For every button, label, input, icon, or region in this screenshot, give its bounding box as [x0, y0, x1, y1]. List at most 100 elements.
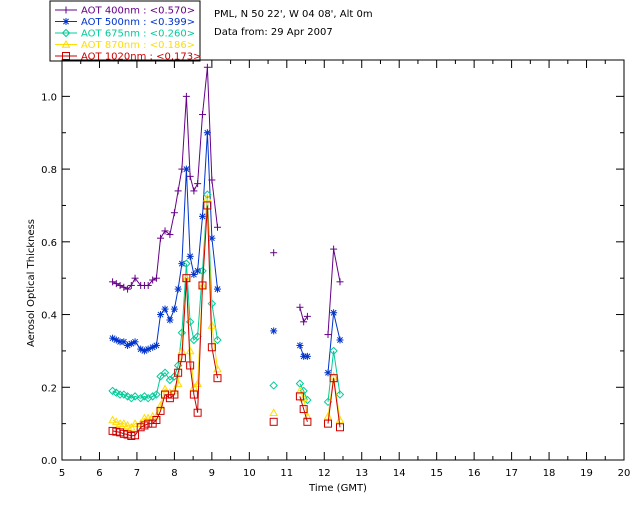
x-tick-label: 12 — [318, 468, 331, 479]
series-5 — [108, 201, 345, 440]
data-point — [182, 259, 191, 268]
data-point — [213, 285, 221, 293]
marker-stroke — [325, 369, 331, 376]
data-point — [161, 305, 169, 313]
marker-stroke — [166, 317, 173, 323]
x-tick-label: 16 — [468, 468, 481, 479]
marker-shape — [177, 354, 186, 363]
series-line — [112, 67, 218, 290]
marker-shape — [144, 419, 153, 428]
marker-shape — [177, 328, 187, 337]
data-point — [182, 92, 190, 100]
marker-shape — [182, 259, 191, 268]
marker-shape — [152, 416, 161, 424]
marker-stroke — [63, 18, 69, 25]
data-point — [178, 260, 186, 268]
marker-shape — [189, 390, 198, 399]
data-point — [157, 234, 165, 242]
data-point — [193, 379, 202, 387]
marker-shape — [140, 392, 149, 401]
marker-shape — [123, 420, 132, 429]
data-point — [124, 285, 132, 293]
data-point — [199, 111, 206, 119]
data-point — [207, 299, 217, 308]
data-point — [303, 417, 312, 426]
data-point — [109, 278, 117, 286]
legend-entry: AOT 870nm : <0.186> — [81, 40, 195, 51]
data-point — [303, 395, 312, 405]
data-point — [112, 280, 120, 288]
data-point — [170, 372, 179, 381]
x-tick-label: 6 — [96, 468, 102, 479]
data-point — [174, 285, 182, 293]
marker-shape — [335, 415, 345, 424]
marker-stroke — [208, 235, 215, 242]
series-line — [112, 132, 218, 352]
data-point — [270, 327, 278, 335]
marker-stroke — [120, 338, 127, 345]
data-point — [170, 305, 178, 313]
marker-stroke — [178, 260, 185, 267]
marker-stroke — [153, 342, 160, 349]
data-point — [127, 281, 135, 289]
data-point — [198, 281, 207, 290]
marker-shape — [182, 274, 191, 283]
data-point — [296, 341, 304, 349]
marker-shape — [299, 405, 308, 414]
marker-shape — [336, 423, 345, 432]
series-4 — [108, 193, 345, 431]
data-point — [177, 328, 187, 337]
series-line — [327, 376, 341, 421]
marker-shape — [323, 411, 333, 420]
data-point — [62, 18, 70, 25]
data-point — [61, 28, 71, 38]
marker-shape — [174, 368, 183, 377]
marker-shape — [193, 379, 202, 387]
data-point — [166, 316, 174, 324]
marker-stroke — [304, 353, 311, 360]
marker-stroke — [132, 338, 139, 345]
data-point — [148, 392, 157, 401]
data-point — [177, 354, 186, 363]
marker-shape — [207, 320, 217, 329]
marker-shape — [329, 346, 338, 356]
marker-shape — [165, 375, 175, 385]
data-point — [131, 338, 139, 346]
marker-shape — [130, 392, 140, 401]
marker-shape — [269, 408, 279, 417]
marker-shape — [152, 390, 161, 399]
x-tick-label: 10 — [243, 468, 256, 479]
data-point — [152, 416, 161, 424]
x-axis-label: Time (GMT) — [308, 483, 367, 494]
data-point — [152, 341, 160, 349]
y-tick-label: 1.0 — [41, 92, 57, 103]
data-point — [189, 390, 198, 399]
marker-stroke — [175, 286, 182, 293]
series-line — [327, 350, 341, 402]
data-point — [186, 361, 195, 370]
marker-shape — [160, 368, 170, 377]
marker-stroke — [157, 311, 164, 318]
marker-shape — [207, 343, 216, 352]
x-tick-label: 5 — [59, 468, 65, 479]
marker-stroke — [194, 267, 201, 274]
legend-entry: AOT 400nm : <0.570> — [81, 6, 195, 17]
data-point — [199, 212, 206, 220]
data-point — [213, 374, 222, 383]
marker-shape — [295, 392, 304, 401]
data-point — [336, 278, 344, 286]
marker-shape — [156, 406, 165, 415]
data-point — [140, 392, 149, 401]
data-point — [182, 165, 190, 173]
marker-shape — [61, 28, 71, 38]
data-point — [156, 406, 165, 415]
data-point — [203, 63, 211, 71]
x-tick-label: 20 — [618, 468, 631, 479]
data-point — [156, 372, 165, 381]
y-tick-label: 0.2 — [41, 383, 57, 394]
data-point — [207, 343, 216, 352]
marker-stroke — [204, 129, 211, 136]
data-point — [115, 390, 125, 399]
x-tick-label: 8 — [171, 468, 177, 479]
marker-shape — [119, 419, 129, 427]
